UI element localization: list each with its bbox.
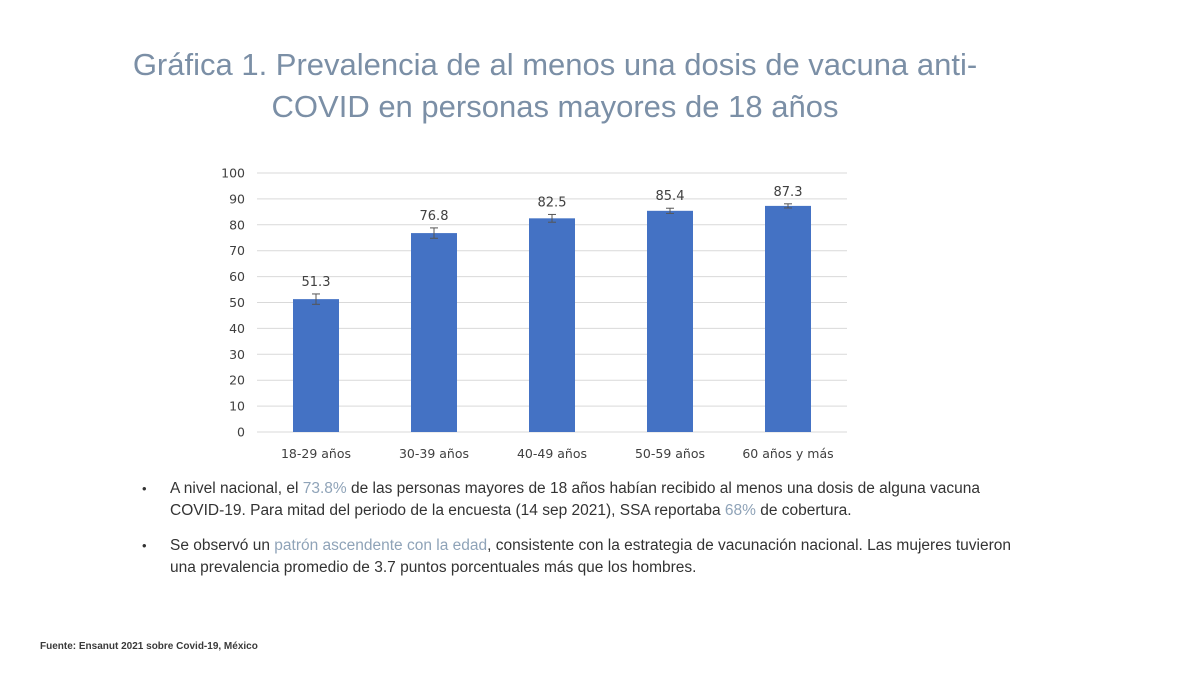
title-line-1: Gráfica 1. Prevalencia de al menos una d… bbox=[132, 47, 978, 82]
bar bbox=[529, 218, 575, 432]
chart-title: Gráfica 1. Prevalencia de al menos una d… bbox=[60, 44, 1050, 128]
y-tick-label: 80 bbox=[229, 217, 245, 232]
bar bbox=[293, 299, 339, 432]
x-tick-label: 18-29 años bbox=[281, 446, 351, 461]
x-tick-label: 40-49 años bbox=[517, 446, 587, 461]
note-1-highlight-a: 73.8% bbox=[302, 480, 347, 497]
note-2-highlight: patrón ascendente con la edad bbox=[274, 537, 488, 554]
note-1-text-a: A nivel nacional, el bbox=[170, 480, 303, 497]
bar bbox=[411, 233, 457, 432]
y-tick-label: 90 bbox=[229, 191, 245, 206]
note-2-text-a: Se observó un bbox=[170, 537, 275, 554]
note-item-2: • Se observó un patrón ascendente con la… bbox=[140, 535, 1020, 579]
y-tick-label: 50 bbox=[229, 295, 245, 310]
data-label: 76.8 bbox=[420, 209, 449, 224]
x-tick-label: 30-39 años bbox=[399, 446, 469, 461]
notes-list: • A nivel nacional, el 73.8% de las pers… bbox=[140, 478, 1020, 592]
y-tick-label: 20 bbox=[229, 373, 245, 388]
y-tick-label: 10 bbox=[229, 399, 245, 414]
data-label: 85.4 bbox=[656, 189, 685, 204]
note-1-text-b: de las personas mayores de 18 años había… bbox=[170, 480, 980, 519]
y-tick-label: 70 bbox=[229, 243, 245, 258]
bar-chart: 0 10 20 30 40 50 60 70 80 90 100 51.3 18-29 años 76.8… bbox=[221, 166, 847, 461]
y-tick-label: 30 bbox=[229, 347, 245, 362]
y-tick-label: 0 bbox=[237, 425, 245, 440]
y-tick-label: 40 bbox=[229, 321, 245, 336]
data-label: 82.5 bbox=[538, 195, 567, 210]
data-label: 87.3 bbox=[774, 185, 803, 200]
note-item-1: • A nivel nacional, el 73.8% de las pers… bbox=[140, 478, 1020, 522]
bullet-icon: • bbox=[142, 538, 147, 553]
note-2-text-b: , consistente con la estrategia de vacun… bbox=[170, 537, 1012, 576]
title-line-2: COVID en personas mayores de 18 años bbox=[271, 89, 839, 124]
x-tick-label: 60 años y más bbox=[742, 446, 833, 461]
data-label: 51.3 bbox=[302, 275, 331, 290]
source-note: Fuente: Ensanut 2021 sobre Covid-19, Méx… bbox=[40, 641, 258, 652]
note-1-text-c: de cobertura. bbox=[755, 502, 852, 519]
x-tick-label: 50-59 años bbox=[635, 446, 705, 461]
bar bbox=[765, 205, 811, 432]
bullet-icon: • bbox=[142, 481, 147, 496]
bar bbox=[647, 210, 693, 432]
y-tick-label: 100 bbox=[221, 166, 245, 181]
note-1-highlight-b: 68% bbox=[724, 502, 756, 519]
y-tick-label: 60 bbox=[229, 269, 245, 284]
